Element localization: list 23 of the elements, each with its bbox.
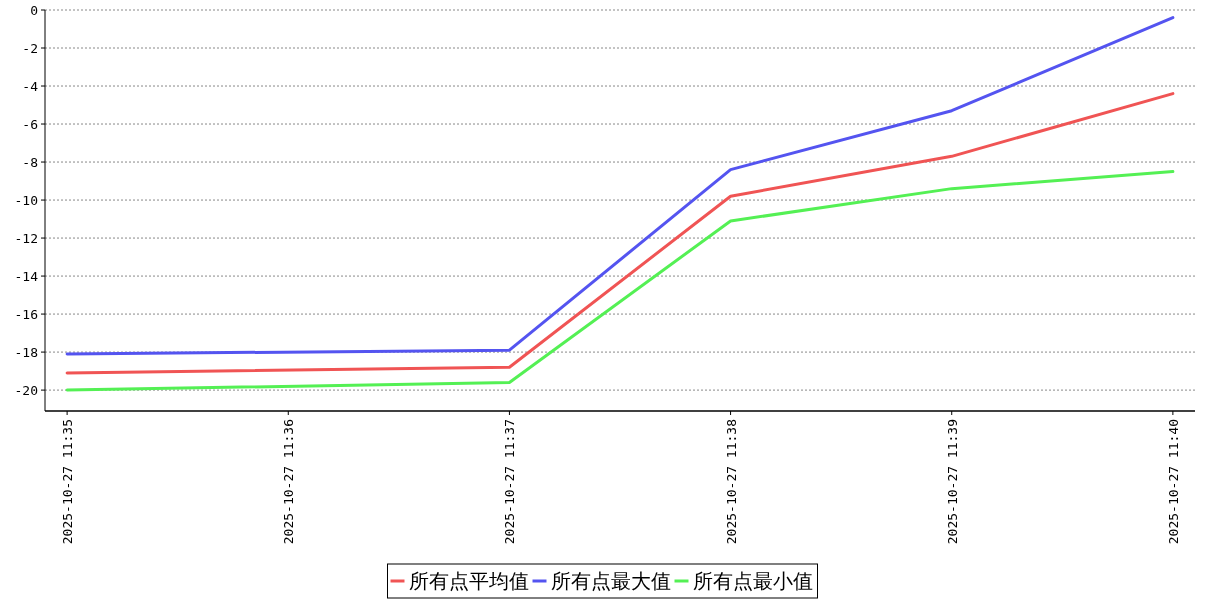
y-tick-label: -10 (14, 193, 38, 209)
legend-label: 所有点最大值 (550, 569, 671, 593)
x-tick-label: 2025-10-27 11:37 (502, 419, 518, 545)
y-tick-label: -14 (14, 269, 39, 285)
y-tick-label: -6 (22, 117, 38, 133)
y-tick-label: -12 (14, 231, 38, 247)
x-tick-label: 2025-10-27 11:36 (281, 419, 297, 545)
y-tick-label: 0 (30, 3, 38, 18)
line-series (65, 16, 1175, 356)
legend-label: 所有点最小值 (692, 569, 813, 593)
y-tick-label: -2 (22, 41, 38, 57)
line-series (65, 170, 1175, 392)
x-tick-label: 2025-10-27 11:35 (60, 419, 76, 545)
line-series (65, 92, 1175, 375)
y-tick-label: -4 (22, 79, 39, 95)
x-tick-label: 2025-10-27 11:39 (944, 419, 960, 545)
legend-label: 所有点平均值 (408, 569, 529, 593)
y-tick-label: -8 (22, 155, 38, 171)
x-tick-label: 2025-10-27 11:40 (1165, 419, 1181, 545)
y-tick-label: -20 (14, 383, 38, 399)
x-tick-label: 2025-10-27 11:38 (723, 419, 739, 545)
y-tick-label: -18 (14, 345, 38, 361)
y-tick-label: -16 (14, 307, 38, 323)
